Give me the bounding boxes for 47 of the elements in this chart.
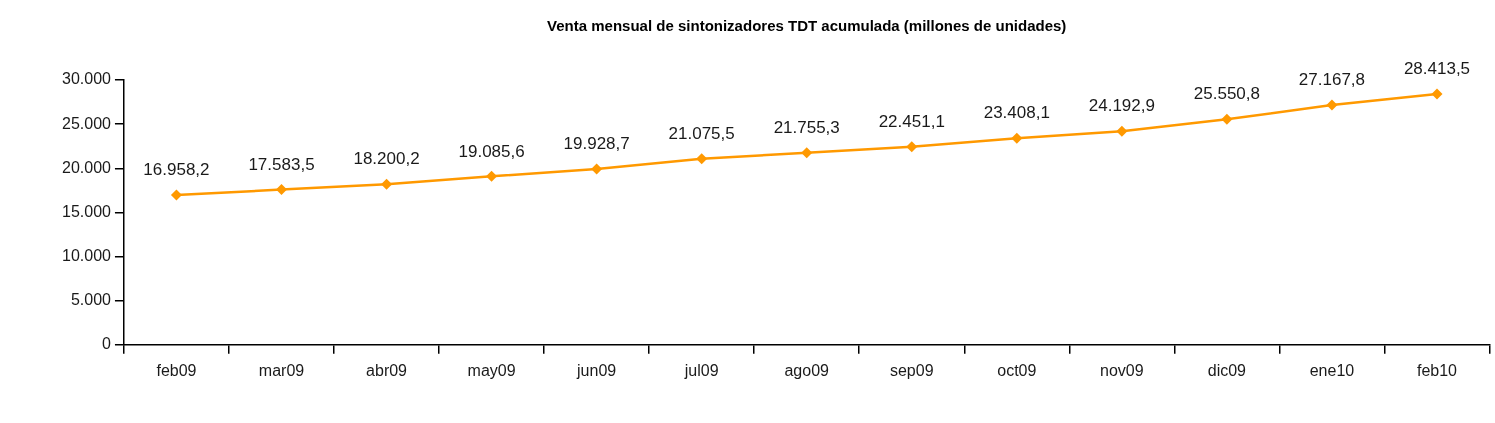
point	[696, 153, 708, 165]
point	[1326, 99, 1338, 111]
y-tick-label: 25.000	[62, 114, 112, 132]
data-label: 22.451,1	[878, 111, 945, 131]
x-tick-label: feb10	[1416, 361, 1458, 379]
x-tick-label: nov09	[1100, 361, 1144, 379]
chart-title: Venta mensual de sintonizadores TDT acumulada (millones de unidades)	[547, 17, 1067, 35]
data-label: 24.192,9	[1088, 96, 1155, 116]
data-label: 27.167,8	[1298, 70, 1366, 90]
data-label: 19.928,7	[563, 134, 630, 154]
x-tick-label: feb09	[156, 361, 197, 379]
y-tick-label: 30.000	[62, 70, 112, 88]
point	[1221, 113, 1233, 125]
data-label: 21.755,3	[773, 117, 840, 137]
point	[801, 147, 813, 159]
point	[486, 170, 498, 182]
y-tick-label: 0	[102, 335, 112, 353]
x-tick-label: ago09	[784, 361, 830, 379]
x-tick-label: mar09	[258, 361, 305, 379]
point	[1011, 132, 1023, 144]
x-tick-label: jul09	[683, 361, 719, 379]
data-label: 23.408,1	[983, 103, 1050, 123]
x-tick-label: ene10	[1309, 361, 1355, 379]
point	[170, 189, 182, 201]
x-tick-label: jun09	[576, 361, 617, 379]
point	[1431, 88, 1443, 100]
y-tick-label: 10.000	[62, 246, 112, 264]
y-tick-label: 5.000	[70, 291, 112, 309]
data-label: 18.200,2	[353, 149, 420, 169]
x-tick-label: sep09	[889, 361, 934, 379]
data-label: 28.413,5	[1403, 59, 1471, 79]
data-label: 17.583,5	[248, 154, 315, 174]
x-tick-label: oct09	[997, 361, 1037, 379]
point	[276, 184, 287, 196]
point	[1116, 125, 1128, 137]
x-tick-label: abr09	[366, 361, 408, 379]
data-label: 21.075,5	[668, 123, 735, 143]
y-tick-label: 20.000	[62, 158, 112, 176]
data-label: 19.085,6	[458, 141, 525, 161]
data-label: 25.550,8	[1193, 84, 1260, 104]
data-label: 16.958,2	[143, 160, 210, 180]
x-tick-label: may09	[467, 361, 516, 379]
y-tick-label: 15.000	[62, 202, 112, 220]
point	[381, 178, 393, 190]
point	[591, 163, 603, 175]
x-tick-label: dic09	[1207, 361, 1247, 379]
point	[906, 141, 918, 153]
